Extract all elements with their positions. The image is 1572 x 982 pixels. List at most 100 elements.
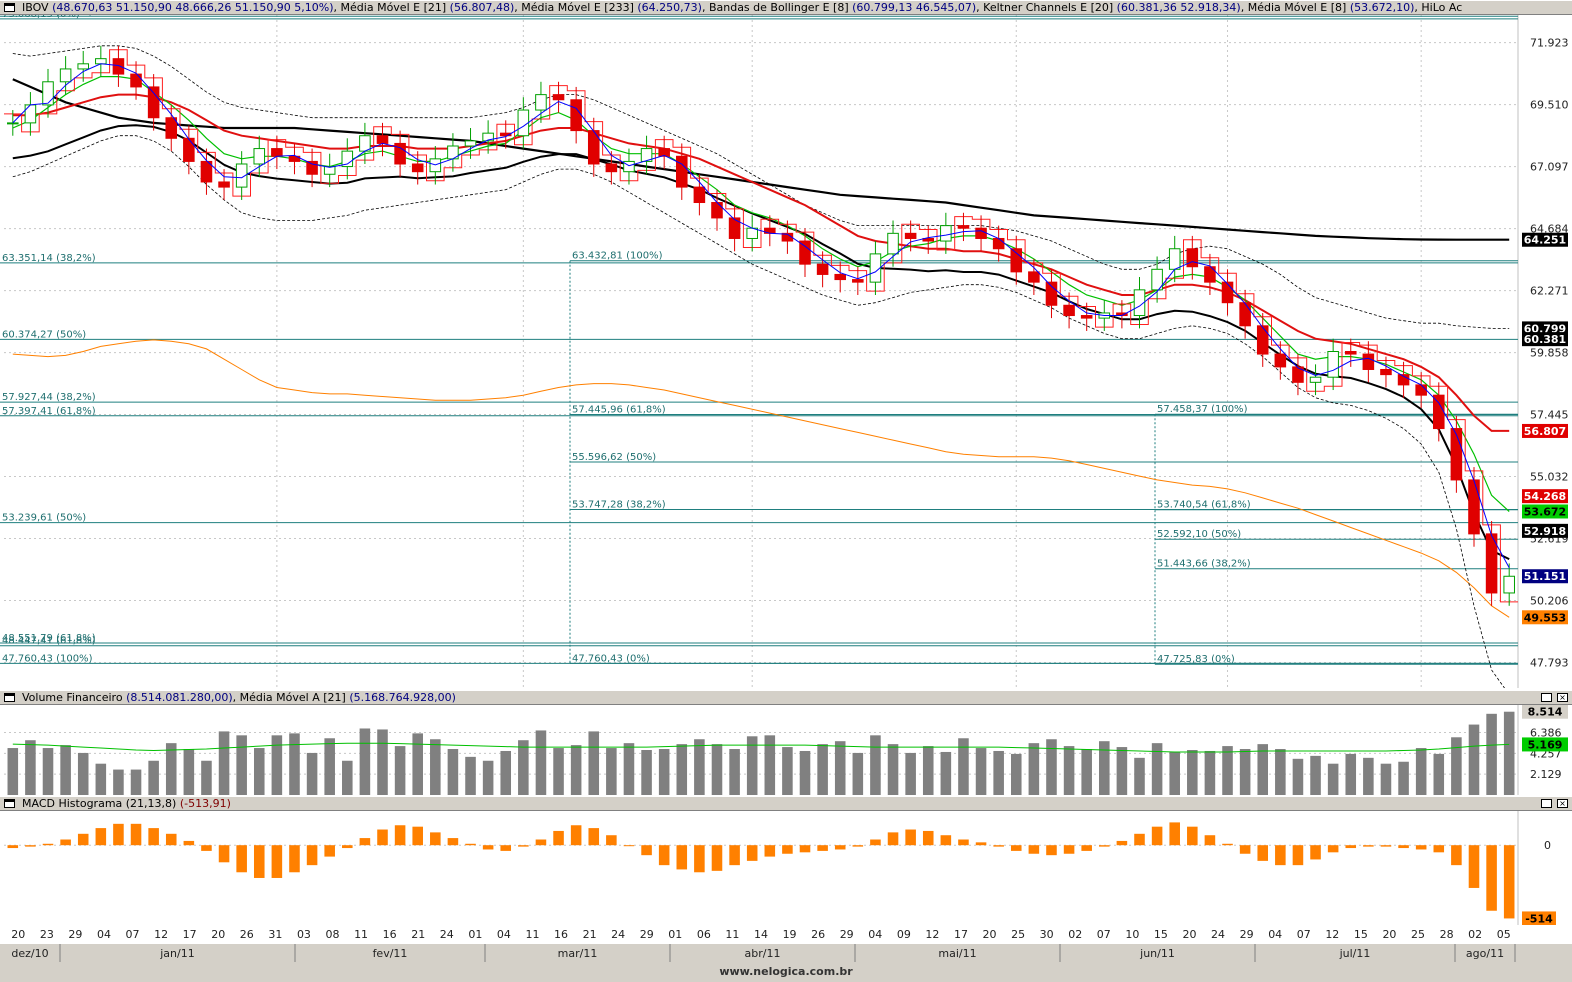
x-day-label: 20 xyxy=(983,928,997,941)
panel-window-icon[interactable] xyxy=(4,799,15,808)
candle-body xyxy=(957,225,970,229)
macd-bar xyxy=(1398,845,1409,849)
x-day-label: 03 xyxy=(297,928,311,941)
candle-body xyxy=(675,155,688,188)
volume-bar xyxy=(77,752,89,795)
macd-bar xyxy=(359,838,371,846)
x-day-label: 20 xyxy=(11,928,25,941)
price-y-tick: 69.510 xyxy=(1530,99,1569,112)
keltner-value: (60.381,36 52.918,34) xyxy=(1116,1,1241,14)
close-icon[interactable]: × xyxy=(1557,799,1568,808)
volume-bar xyxy=(553,748,564,795)
macd-bar xyxy=(1204,835,1216,846)
volume-bar xyxy=(905,752,916,795)
fibonacci-label: 63.351,14 (38,2%) xyxy=(2,253,96,264)
price-panel-header: IBOV (48.670,63 51.150,90 48.666,26 51.1… xyxy=(0,0,1572,15)
fibonacci-label: 47.725,83 (0%) xyxy=(1157,654,1235,665)
hilo-label: HiLo Ac xyxy=(1421,1,1463,14)
candle-body xyxy=(1485,533,1498,594)
macd-bar xyxy=(7,845,19,849)
fibonacci-label: 57.458,37 (100%) xyxy=(1157,404,1248,415)
price-box-bg xyxy=(1522,610,1568,625)
macd-bar xyxy=(958,839,969,846)
price-y-tick: 64.684 xyxy=(1530,223,1569,236)
macd-bar xyxy=(412,826,423,846)
candle-body xyxy=(323,166,336,175)
volume-bar xyxy=(764,735,776,795)
fibonacci-label: 51.443,66 (38,2%) xyxy=(1157,559,1251,570)
macd-bar xyxy=(42,843,54,846)
volume-bar xyxy=(1380,763,1392,795)
candle-body xyxy=(235,163,248,188)
macd-box-bg xyxy=(1522,911,1556,925)
candle-body xyxy=(112,58,125,75)
maximize-icon[interactable] xyxy=(1541,799,1552,808)
panel-window-icon[interactable] xyxy=(4,693,15,702)
macd-bar xyxy=(641,845,652,856)
price-y-tick: 62.271 xyxy=(1530,285,1569,298)
candle-body xyxy=(253,148,266,165)
price-box-bg xyxy=(1522,569,1568,584)
volume-bar xyxy=(183,749,195,795)
candle-body xyxy=(887,232,899,255)
candle-body xyxy=(1204,266,1216,283)
candle-body xyxy=(517,109,530,137)
volume-value: (8.514.081.280,00) xyxy=(126,691,233,704)
footer: www.nelogica.com.br xyxy=(0,962,1572,982)
volume-bar xyxy=(975,748,987,795)
macd-background xyxy=(0,811,1572,925)
x-month-label: fev/11 xyxy=(373,947,408,960)
price-chart[interactable]: 71.923 69.510 67.097 64.684 62.271 59.858 57.4… xyxy=(0,15,1572,688)
price-box-bg xyxy=(1522,523,1568,538)
price-box-label: 49.553 xyxy=(1524,611,1566,624)
footer-url[interactable]: www.nelogica.com.br xyxy=(719,965,853,978)
macd-bar xyxy=(289,845,300,873)
candle-body xyxy=(1080,315,1093,319)
maximize-icon[interactable] xyxy=(1541,693,1552,702)
macd-chart[interactable]: 0 -514 xyxy=(0,811,1572,925)
x-day-label: 30 xyxy=(1040,928,1054,941)
candle-body xyxy=(499,132,512,137)
x-day-label: 29 xyxy=(68,928,82,941)
x-day-label: 29 xyxy=(640,928,654,941)
volume-bar xyxy=(1292,758,1304,795)
volume-bar xyxy=(870,735,881,795)
macd-header-text: MACD Histograma (21,13,8) (-513,91) xyxy=(22,797,231,810)
macd-bar xyxy=(1257,845,1269,861)
volume-bar xyxy=(1503,711,1515,795)
volume-bar xyxy=(447,749,459,795)
macd-bar xyxy=(271,845,283,878)
price-box-label: 52.918 xyxy=(1524,525,1566,538)
candle-body xyxy=(218,181,230,188)
price-box-label: 60.381 xyxy=(1524,333,1566,346)
volume-bar xyxy=(95,763,107,795)
candle-body xyxy=(711,202,723,219)
close-icon[interactable]: × xyxy=(1557,693,1568,702)
volume-bar xyxy=(958,738,969,795)
volume-bar xyxy=(1081,749,1092,795)
price-box-bg xyxy=(1522,321,1568,336)
fibonacci-label: 53.740,54 (61,8%) xyxy=(1157,500,1251,511)
price-y-tick: 71.923 xyxy=(1530,37,1569,50)
candle-body xyxy=(1151,268,1163,291)
candle-body xyxy=(95,58,107,65)
macd-bar xyxy=(518,845,529,847)
macd-bar xyxy=(1099,845,1110,847)
x-day-label: 11 xyxy=(525,928,539,941)
bollinger-upper-line xyxy=(12,45,1510,329)
x-day-label: 04 xyxy=(1268,928,1282,941)
panel-window-icon[interactable] xyxy=(4,3,15,12)
x-day-label: 08 xyxy=(326,928,340,941)
price-header-text: IBOV (48.670,63 51.150,90 48.666,26 51.1… xyxy=(22,1,1463,14)
volume-bar xyxy=(25,740,36,795)
macd-bar xyxy=(165,833,177,846)
ema233-line xyxy=(12,78,1510,241)
candle-body xyxy=(1327,351,1339,378)
candle-body xyxy=(1397,374,1410,386)
volume-bar xyxy=(130,769,142,795)
volume-bar xyxy=(1310,755,1321,795)
candle-body xyxy=(482,132,494,142)
volume-bar xyxy=(1275,749,1286,795)
macd-bar xyxy=(799,845,811,853)
